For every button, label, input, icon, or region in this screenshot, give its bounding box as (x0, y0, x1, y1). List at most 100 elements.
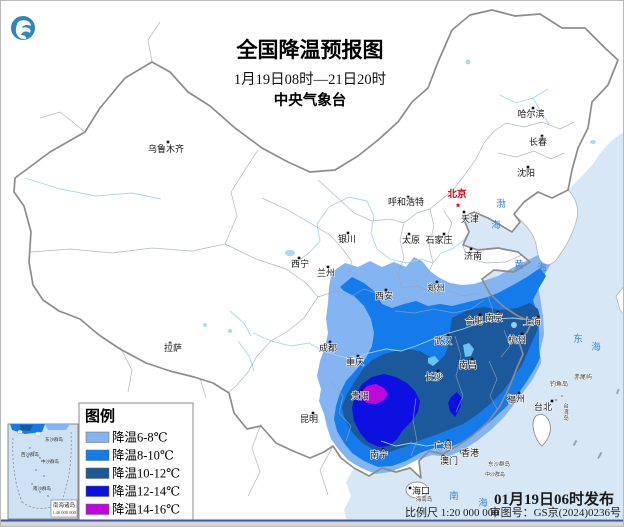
city-dot (346, 231, 350, 235)
city-dot (517, 391, 521, 395)
city-label: 长沙 (425, 371, 443, 382)
issued-time: 01月19日06时发布 (494, 490, 614, 508)
city-dot (297, 256, 301, 260)
city-label: 福州 (507, 393, 525, 404)
small-islands (554, 388, 620, 459)
legend-label: 降温10-12℃ (112, 467, 180, 481)
legend-label: 降温14-16℃ (112, 503, 180, 517)
sea-label: 黄 (514, 259, 524, 271)
inset-island-dots (27, 447, 49, 497)
inset-island-label: 南沙群岛 (33, 485, 51, 492)
legend-label: 降温12-14℃ (112, 485, 180, 499)
sea-label: 渤 (496, 198, 506, 210)
city-dot (311, 411, 315, 415)
city-label: 南昌 (459, 359, 477, 370)
cma-logo (11, 16, 35, 40)
city-dot (496, 310, 500, 314)
city-label: 香港 (461, 447, 479, 458)
inset-region-10-12 (20, 425, 33, 431)
city-label: 沈阳 (517, 167, 535, 178)
province-borders (29, 121, 575, 457)
city-dot (435, 280, 439, 284)
city-label: 兰州 (317, 267, 335, 278)
city-label: 重庆 (346, 356, 364, 367)
license-number: 审图号：GS京(2024)0236号 (490, 505, 621, 519)
inset-scale: 1:40 000 000 (52, 510, 77, 515)
city-label: 台北 (534, 401, 552, 412)
city-label: 长春 (529, 136, 547, 147)
region-14-16 (361, 384, 388, 404)
legend-swatch (85, 467, 110, 479)
city-dot (446, 333, 450, 337)
taiwan-island (532, 413, 551, 447)
city-label: 济南 (464, 250, 482, 261)
sea-label: 南 (449, 490, 459, 502)
city-dot (360, 388, 364, 392)
korea-peninsula (513, 189, 578, 265)
inset-island-label: 中沙群岛 (41, 458, 59, 465)
city-dot (436, 369, 440, 373)
sea-label: 海 (491, 219, 501, 231)
hainan-island (405, 481, 429, 499)
island-label: 东沙群岛 (488, 460, 511, 468)
legend-label: 降温6-8℃ (112, 431, 168, 445)
city-label: 武汉 (434, 335, 452, 346)
city-label: 郑州 (427, 282, 445, 293)
agency-name: 中央气象台 (274, 91, 347, 109)
inset-island-label: 东沙群岛 (45, 436, 63, 443)
city-dot (526, 165, 530, 169)
footer: 01月19日06时发布 比例尺 1:20 000 000 审图号：GS京(202… (405, 490, 621, 519)
map-title: 全国降温预报图 (236, 38, 384, 62)
city-dot (536, 315, 540, 319)
city-label: 天津 (461, 214, 479, 224)
city-ring-dot (440, 454, 446, 460)
title-block: 全国降温预报图 1月19日08时—21日20时 中央气象台 (234, 38, 386, 109)
city-dot (406, 195, 410, 199)
city-dot (469, 247, 473, 251)
bottom-strip (0, 521, 624, 527)
island-label: 海南岛 (416, 495, 433, 503)
city-label: 拉萨 (164, 342, 182, 353)
city-dot (470, 357, 474, 361)
city-label: 石家庄 (425, 234, 452, 245)
city-label: 成都 (319, 342, 337, 353)
map-subtitle: 1月19日08时—21日20时 (234, 71, 386, 88)
city-dot (531, 106, 535, 110)
legend: 图例 降温6-8℃ 降温8-10℃ 降温10-12℃ 降温12-14℃ 降温14-16℃ (78, 402, 194, 521)
legend-swatch (85, 431, 110, 443)
city-label: 呼和浩特 (388, 196, 424, 207)
inset-dash-line (12, 431, 72, 509)
city-label: 太原 (402, 234, 420, 245)
legend-swatch (85, 485, 110, 497)
inset-island-label: 西沙群岛 (21, 451, 39, 458)
foreign-borders (39, 21, 334, 497)
city-label: 银川 (338, 233, 356, 244)
city-dot (326, 265, 330, 269)
city-label: 西安 (375, 290, 393, 301)
capital-label: 北京 (447, 188, 467, 200)
city-dot (381, 447, 385, 451)
city-label: 澳门 (440, 455, 458, 466)
city-dot (550, 399, 554, 403)
city-dot (442, 232, 446, 236)
city-dot (328, 340, 332, 344)
bottom-neatline (0, 519, 624, 522)
city-dot (446, 439, 450, 443)
island-label: 赤尾屿 (574, 373, 592, 381)
city-label: 海口 (412, 485, 430, 496)
city-dot (166, 140, 170, 144)
lakes (203, 59, 596, 366)
rivers (24, 88, 550, 447)
city-label: 哈尔滨 (517, 108, 544, 119)
sea-label: 海 (537, 262, 547, 274)
japan-edge (615, 285, 624, 316)
scale-text: 比例尺 1:20 000 000 (405, 505, 499, 519)
city-dot (408, 486, 412, 490)
city-label: 昆明 (300, 414, 318, 424)
